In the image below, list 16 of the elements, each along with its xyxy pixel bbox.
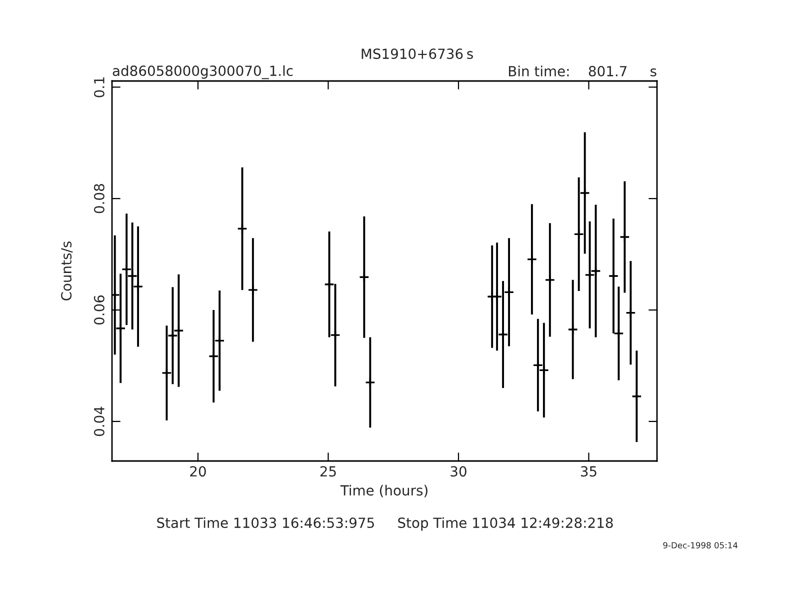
text: 9-Dec-1998 05:14 [663, 542, 738, 548]
x-tick-label: 25 [320, 466, 336, 477]
y-tick-label: 0.04 [94, 406, 104, 436]
x-tick-label: 20 [190, 466, 206, 477]
y-axis-title: Counts/s [61, 241, 73, 300]
chart-subtitle: ad86058000g300070_1.lc [112, 65, 293, 80]
y-tick-label: 0.06 [94, 295, 104, 325]
text: Start Time 11033 16:46:53:975 Stop Time 11034 12:49:28:218 [157, 517, 613, 531]
x-axis-title: Time (hours) [340, 484, 428, 498]
text: s [467, 51, 473, 60]
y-tick-label: 0.1 [94, 77, 104, 98]
x-tick-label: 35 [580, 466, 596, 477]
text: Bin time: 801.7 s [508, 66, 656, 76]
y-tick-label: 0.08 [94, 184, 104, 214]
chart-title: MS1910+6736 [362, 48, 463, 60]
x-tick-label: 30 [450, 466, 466, 477]
